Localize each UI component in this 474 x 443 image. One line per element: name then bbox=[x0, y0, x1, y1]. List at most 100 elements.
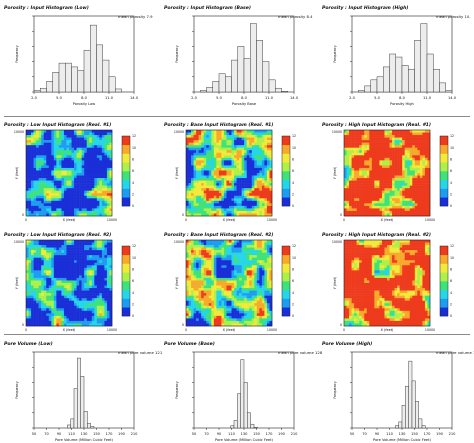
map-cell bbox=[269, 145, 273, 148]
map-cell bbox=[354, 210, 357, 214]
map-cell bbox=[251, 205, 255, 209]
map-cell bbox=[366, 213, 370, 217]
map-cell bbox=[58, 173, 62, 176]
map-cell bbox=[196, 137, 199, 141]
map-cell bbox=[361, 147, 365, 151]
map-cell bbox=[419, 183, 423, 186]
map-cell bbox=[422, 140, 426, 143]
map-cell bbox=[106, 208, 110, 212]
map-cell bbox=[239, 200, 242, 204]
map-cell bbox=[53, 250, 57, 253]
map-cell bbox=[28, 293, 32, 296]
map-cell bbox=[71, 150, 75, 154]
map-cell bbox=[58, 140, 62, 143]
map-cell bbox=[221, 240, 225, 243]
map-cell bbox=[387, 150, 390, 154]
map-cell bbox=[28, 283, 32, 286]
map-cell bbox=[89, 295, 93, 299]
map-cell bbox=[407, 145, 411, 148]
map-cell bbox=[104, 270, 108, 274]
map-cell bbox=[191, 198, 194, 202]
map-cell bbox=[419, 157, 423, 161]
map-cell bbox=[109, 270, 113, 274]
map-cell bbox=[69, 185, 72, 189]
map-cell bbox=[364, 130, 368, 133]
map-cell bbox=[48, 147, 52, 151]
map-cell bbox=[89, 305, 93, 309]
map-cell bbox=[58, 277, 62, 281]
map-cell bbox=[196, 165, 199, 169]
map-cell bbox=[399, 130, 403, 133]
map-cell bbox=[361, 193, 365, 197]
map-cell bbox=[31, 300, 34, 304]
map-cell bbox=[91, 200, 95, 204]
map-cell bbox=[41, 285, 44, 289]
map-cell bbox=[364, 188, 368, 191]
map-cell bbox=[48, 250, 52, 253]
map-cell bbox=[58, 165, 62, 169]
map-cell bbox=[216, 198, 220, 202]
x-axis-label: X (feet) bbox=[63, 218, 76, 222]
map-cell bbox=[191, 135, 194, 138]
map-cell bbox=[351, 157, 355, 161]
map-cell bbox=[56, 198, 60, 202]
map-cell bbox=[374, 145, 378, 148]
map-cell bbox=[53, 185, 57, 189]
map-cell bbox=[33, 290, 37, 294]
map-cell bbox=[206, 147, 210, 151]
map-cell bbox=[86, 173, 90, 176]
map-cell bbox=[28, 308, 32, 312]
map-cell bbox=[427, 190, 431, 194]
map-cell bbox=[234, 205, 237, 209]
map-cell bbox=[417, 195, 421, 199]
map-cell bbox=[38, 308, 42, 312]
map-cell bbox=[389, 203, 393, 207]
map-cell bbox=[53, 295, 57, 299]
map-cell bbox=[46, 183, 50, 186]
map-cell bbox=[241, 142, 245, 146]
map-cell bbox=[96, 170, 100, 174]
map-cell bbox=[104, 130, 108, 133]
map-cell bbox=[61, 313, 65, 317]
map-cell bbox=[269, 142, 273, 146]
map-cell bbox=[407, 135, 411, 138]
map-cell bbox=[407, 140, 411, 143]
map-cell bbox=[384, 200, 388, 204]
map-cell bbox=[66, 170, 70, 174]
map-cell bbox=[41, 170, 44, 174]
map-cell bbox=[74, 147, 77, 151]
map-cell bbox=[254, 180, 258, 184]
map-cell bbox=[366, 183, 370, 186]
histogram-bar bbox=[200, 90, 207, 93]
map-cell bbox=[256, 170, 260, 174]
map-cell bbox=[91, 188, 95, 191]
map-cell bbox=[33, 195, 37, 199]
map-cell bbox=[409, 165, 413, 169]
map-cell bbox=[186, 198, 189, 202]
map-cell bbox=[369, 175, 373, 179]
map-cell bbox=[269, 135, 273, 138]
map-cell bbox=[221, 190, 225, 194]
map-cell bbox=[53, 193, 57, 197]
map-cell bbox=[89, 208, 93, 212]
map-cell bbox=[33, 130, 37, 133]
map-cell bbox=[218, 240, 222, 243]
map-cell bbox=[346, 173, 350, 176]
map-cell bbox=[89, 320, 93, 324]
map-cell bbox=[254, 132, 258, 136]
map-cell bbox=[246, 147, 250, 151]
map-cell bbox=[56, 252, 60, 256]
map-cell bbox=[61, 180, 65, 184]
map-cell bbox=[354, 155, 357, 159]
map-cell bbox=[399, 147, 403, 151]
map-cell bbox=[89, 262, 93, 266]
map-cell bbox=[402, 140, 405, 143]
map-cell bbox=[69, 262, 72, 266]
map-cell bbox=[81, 242, 85, 246]
map-cell bbox=[394, 142, 398, 146]
map-cell bbox=[106, 198, 110, 202]
map-cell bbox=[384, 140, 388, 143]
map-cell bbox=[213, 173, 217, 176]
map-cell bbox=[251, 135, 255, 138]
